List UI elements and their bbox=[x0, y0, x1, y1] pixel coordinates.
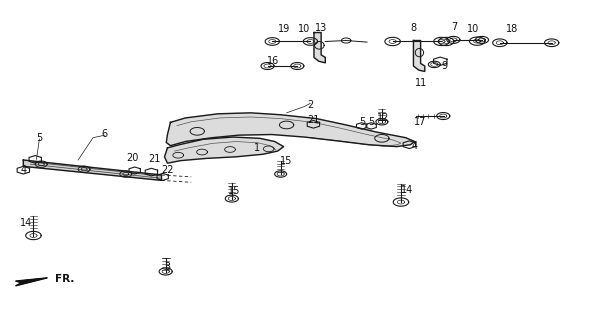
Text: 5: 5 bbox=[368, 117, 374, 127]
Text: 10: 10 bbox=[298, 24, 310, 34]
Text: 5: 5 bbox=[359, 117, 365, 127]
Polygon shape bbox=[16, 278, 47, 286]
Text: 7: 7 bbox=[451, 22, 458, 32]
Polygon shape bbox=[23, 160, 162, 180]
Text: 1: 1 bbox=[254, 143, 260, 153]
Text: 19: 19 bbox=[278, 24, 290, 34]
Text: 17: 17 bbox=[414, 117, 427, 127]
Text: FR.: FR. bbox=[56, 274, 75, 284]
Polygon shape bbox=[167, 113, 415, 147]
Text: 6: 6 bbox=[102, 129, 108, 139]
Text: 18: 18 bbox=[506, 24, 518, 34]
Text: 11: 11 bbox=[414, 77, 427, 88]
Text: 5: 5 bbox=[36, 133, 42, 143]
Text: 3: 3 bbox=[164, 262, 171, 272]
Text: 14: 14 bbox=[401, 185, 414, 195]
Text: 8: 8 bbox=[410, 23, 417, 33]
Text: 4: 4 bbox=[20, 164, 26, 174]
Polygon shape bbox=[414, 41, 425, 71]
Text: 10: 10 bbox=[467, 24, 479, 34]
Text: 14: 14 bbox=[20, 218, 32, 228]
Text: 21: 21 bbox=[148, 154, 161, 164]
Text: 12: 12 bbox=[377, 113, 389, 123]
Text: 4: 4 bbox=[411, 141, 418, 151]
Text: 9: 9 bbox=[441, 61, 448, 71]
Text: 22: 22 bbox=[161, 165, 174, 175]
Text: 2: 2 bbox=[307, 100, 313, 110]
Text: 16: 16 bbox=[267, 56, 279, 66]
Text: 20: 20 bbox=[127, 153, 139, 164]
Text: 15: 15 bbox=[281, 156, 293, 166]
Text: 15: 15 bbox=[228, 186, 241, 196]
Polygon shape bbox=[314, 33, 325, 63]
Polygon shape bbox=[165, 137, 284, 163]
Text: 13: 13 bbox=[315, 23, 327, 33]
Text: 21: 21 bbox=[307, 115, 319, 125]
